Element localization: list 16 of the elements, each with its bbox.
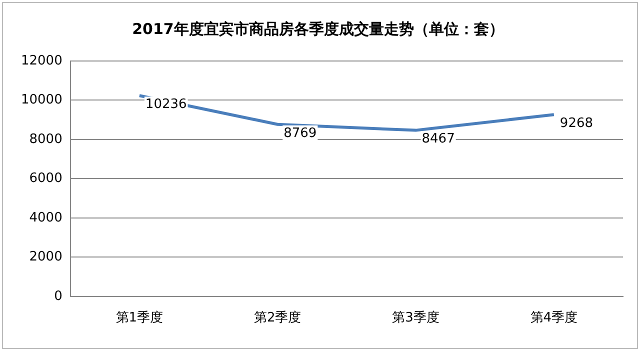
y-tick-label: 2000 <box>29 250 62 265</box>
data-label: 8467 <box>422 132 455 147</box>
y-tick-label: 8000 <box>29 132 62 147</box>
x-tick-label: 第1季度 <box>116 310 164 326</box>
chart-title: 2017年度宜宾市商品房各季度成交量走势（单位：套） <box>132 20 504 38</box>
x-tick-label: 第3季度 <box>392 310 440 326</box>
y-tick-label: 4000 <box>29 210 62 226</box>
data-label: 8769 <box>284 126 317 141</box>
y-tick-label: 10000 <box>20 92 62 108</box>
x-tick-label: 第2季度 <box>254 310 302 326</box>
y-tick-label: 6000 <box>29 171 62 186</box>
y-tick-label: 0 <box>54 288 62 304</box>
data-label: 9268 <box>560 116 594 131</box>
x-tick-label: 第4季度 <box>530 310 578 326</box>
data-label: 10236 <box>145 96 187 112</box>
y-tick-label: 12000 <box>20 53 62 68</box>
